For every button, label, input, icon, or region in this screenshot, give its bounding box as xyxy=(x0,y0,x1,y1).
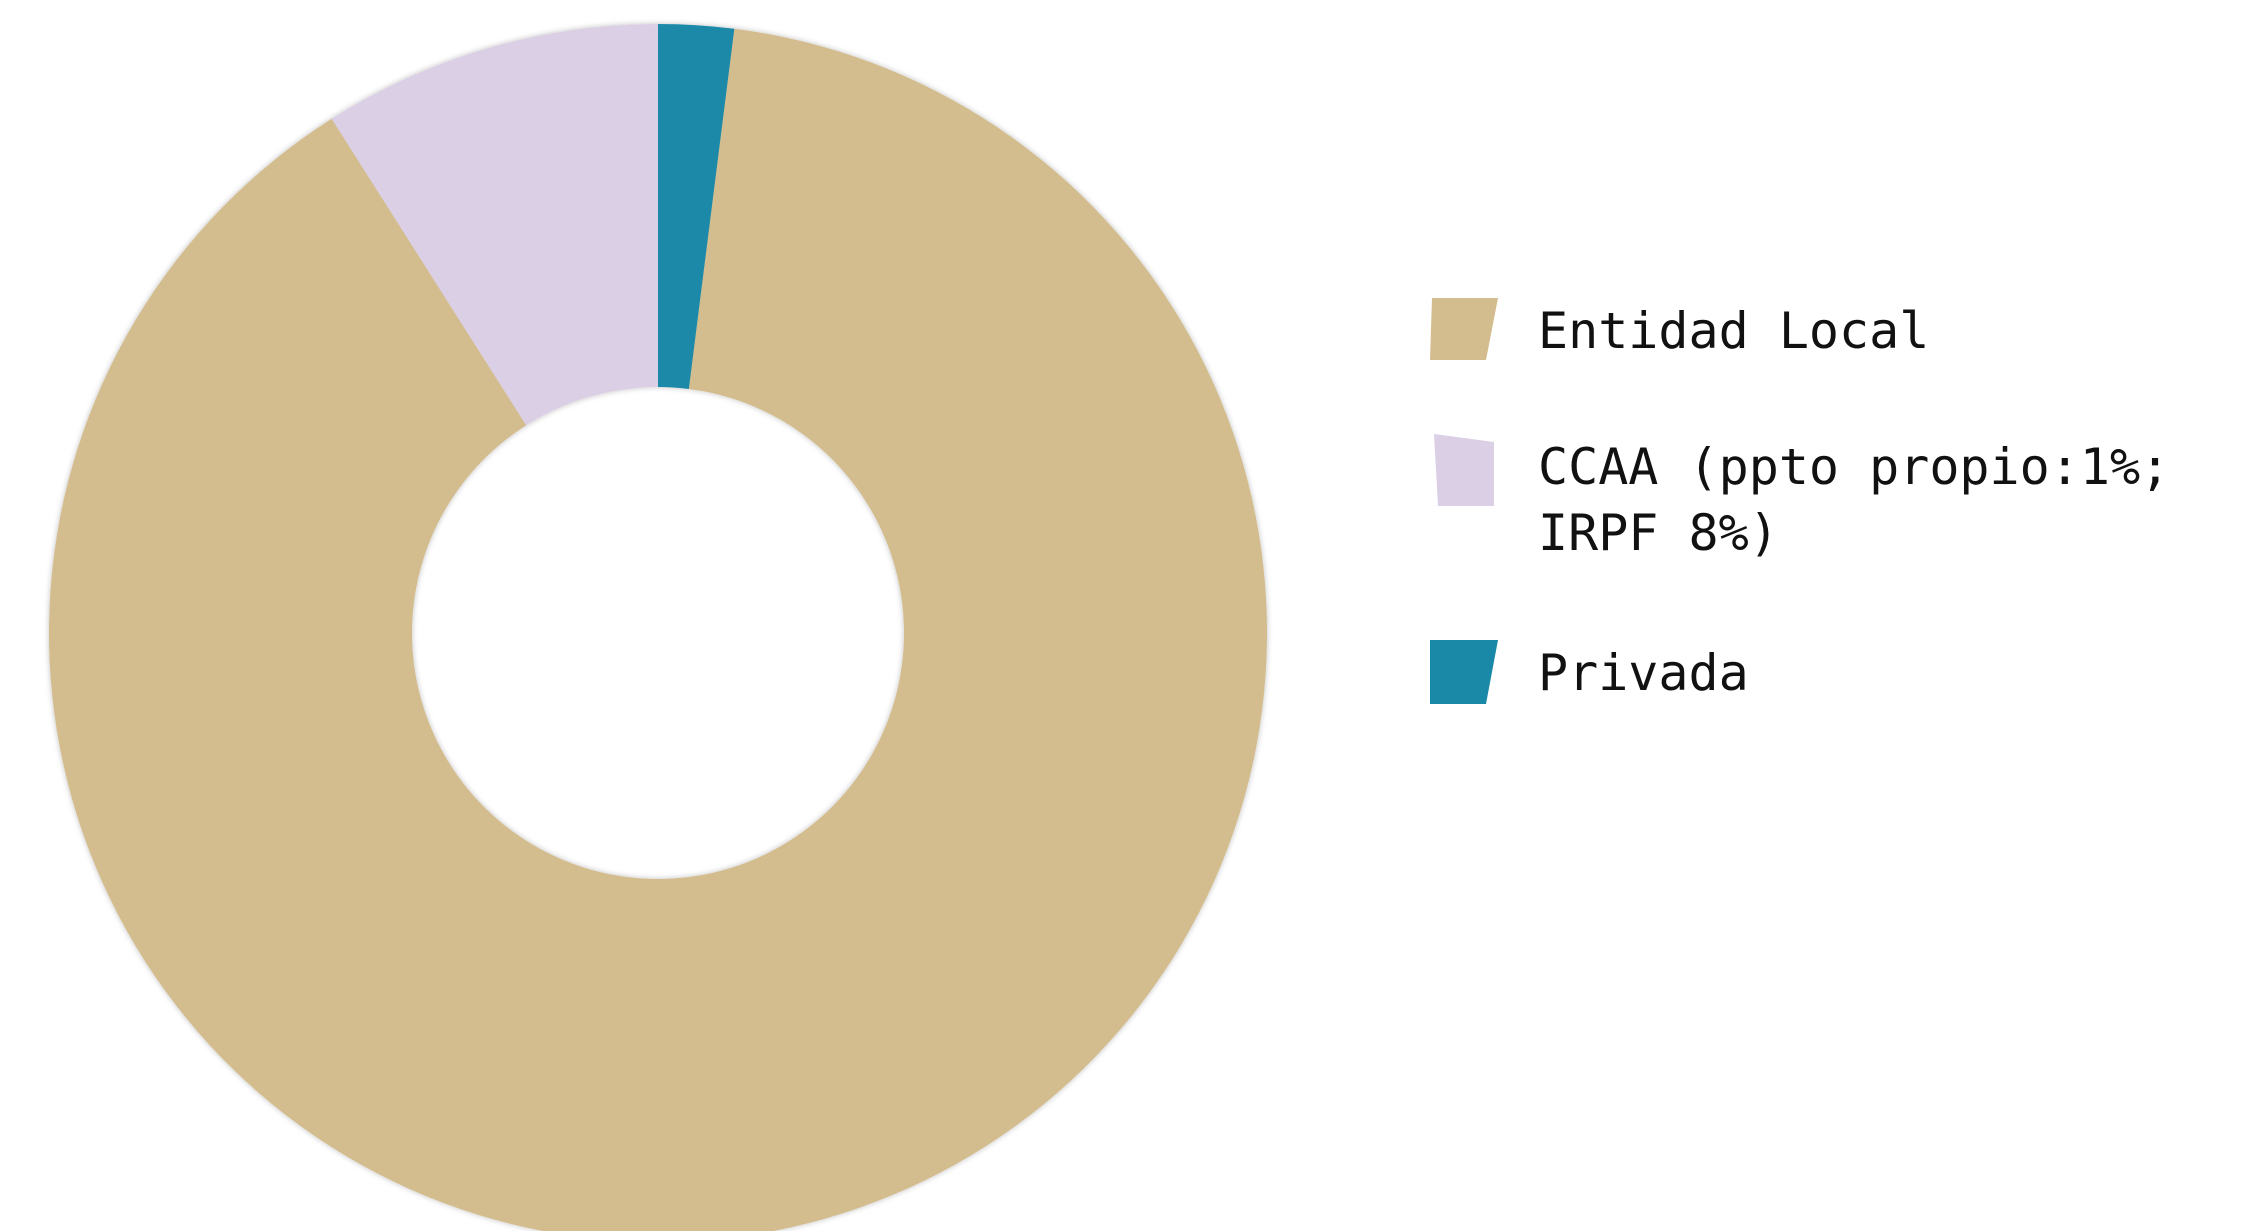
swatch-shape xyxy=(1434,434,1494,506)
legend-swatch xyxy=(1430,640,1498,704)
slice xyxy=(331,24,658,426)
slice xyxy=(658,24,735,389)
slice xyxy=(49,28,1267,1231)
chart xyxy=(49,24,1267,1231)
swatch-shape xyxy=(1430,640,1498,704)
swatch-shape xyxy=(1430,298,1498,360)
legend-label: CCAA (ppto propio:1%; IRPF 8%) xyxy=(1538,438,2171,562)
donut xyxy=(49,24,1267,1231)
legend-item: Privada xyxy=(1430,640,2250,714)
legend-item: CCAA (ppto propio:1%; IRPF 8%) xyxy=(1430,434,2250,566)
legend-label: Entidad Local xyxy=(1538,302,1930,360)
legend-label: Privada xyxy=(1538,644,1749,702)
legend-swatch xyxy=(1434,434,1494,506)
legend-item: Entidad Local xyxy=(1430,298,2250,372)
legend-swatch xyxy=(1430,298,1498,360)
